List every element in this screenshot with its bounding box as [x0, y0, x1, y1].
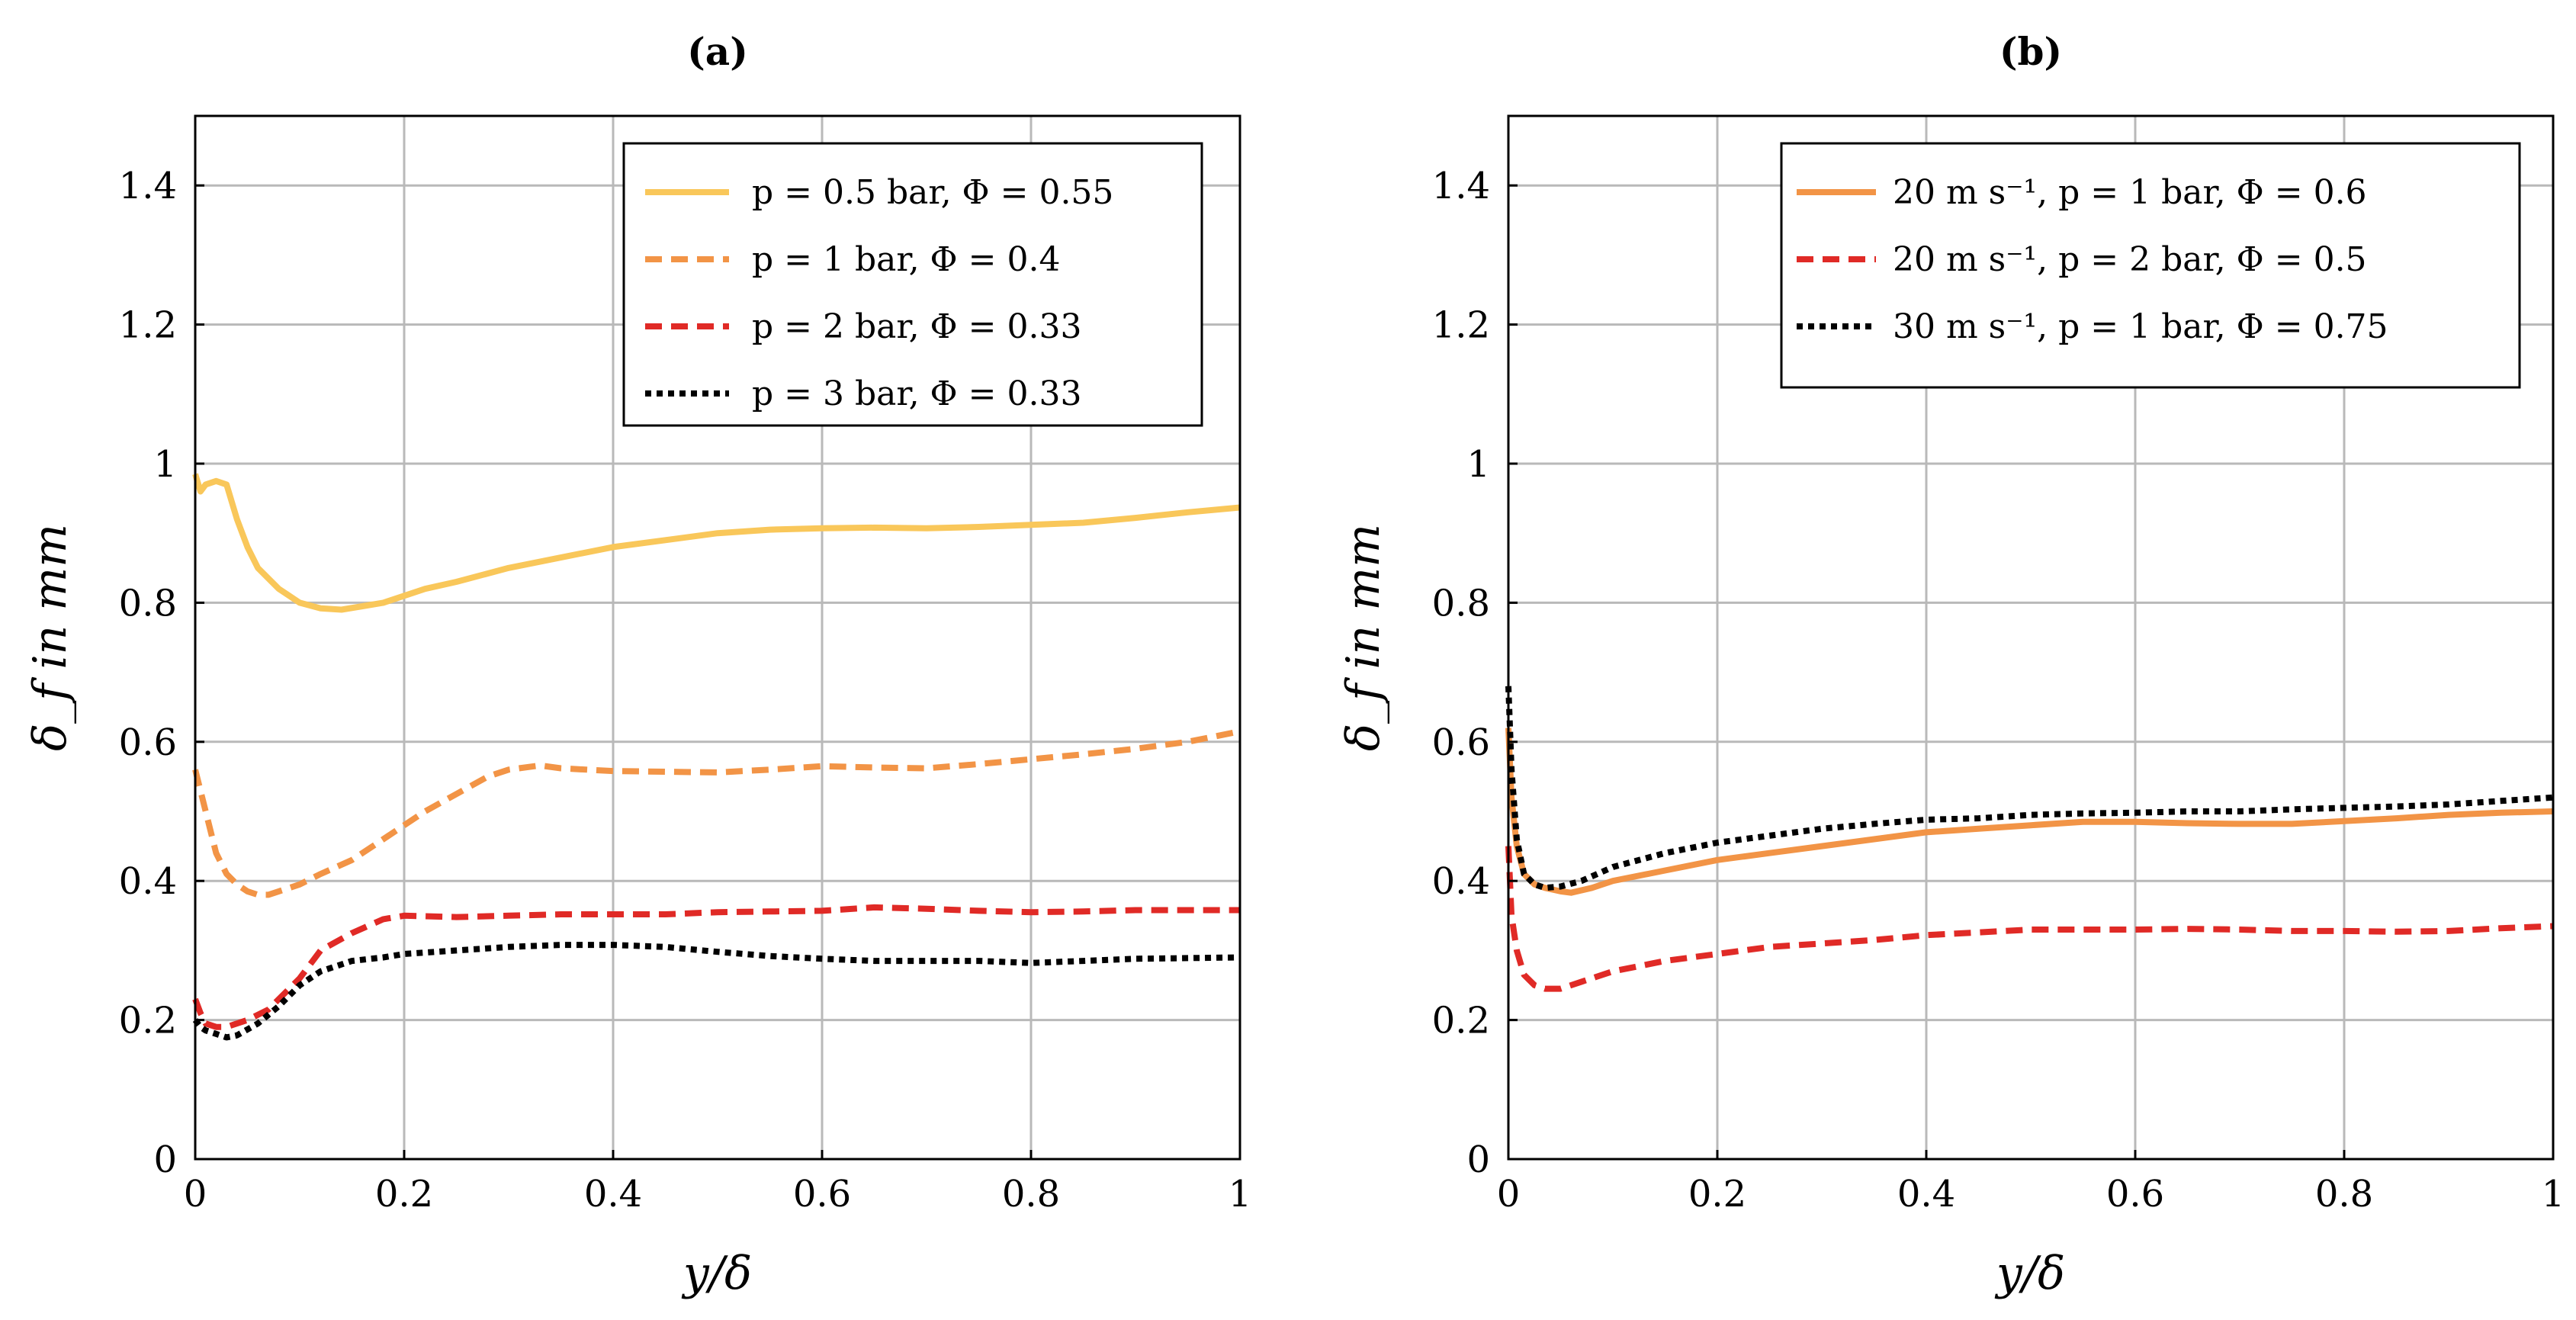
y-tick-label: 0.2	[1432, 1000, 1490, 1042]
series-line-4	[192, 942, 1241, 1041]
y-tick-label: 1.2	[1432, 304, 1490, 347]
chart-panel-b: (b) 0 0.2 0.4 0.6 0.8 1 0 0.2 0.4 0.6 0.8 1 1.2 1.4 y/δ…	[1337, 29, 2565, 1300]
y-tick-label: 0.8	[119, 582, 177, 625]
y-tick-label: 0.6	[119, 721, 177, 764]
legend-label-2: 20 m s⁻¹, p = 2 bar, Φ = 0.5	[1893, 240, 2367, 279]
legend-label-3: p = 2 bar, Φ = 0.33	[752, 307, 1081, 346]
x-tick-label: 0.4	[1897, 1173, 1955, 1216]
y-tick-label: 0.6	[1432, 721, 1490, 764]
x-tick-label: 0.8	[1002, 1173, 1060, 1216]
series-line-3	[192, 904, 1240, 1030]
series-line-2	[1505, 846, 2554, 992]
series-line-1	[192, 473, 1241, 613]
y-axis-label: δ_f in mm	[24, 524, 77, 751]
x-tick-label: 0.2	[1688, 1173, 1746, 1216]
x-tick-label: 0.6	[793, 1173, 851, 1216]
x-tick-label: 0	[1497, 1173, 1521, 1216]
legend-label-1: 20 m s⁻¹, p = 1 bar, Φ = 0.6	[1893, 173, 2367, 212]
series-line-2	[192, 728, 1241, 898]
y-tick-label: 0	[1466, 1139, 1490, 1181]
x-tick-label: 0.8	[2315, 1173, 2373, 1216]
legend: 20 m s⁻¹, p = 1 bar, Φ = 0.6 20 m s⁻¹, p …	[1780, 142, 2521, 389]
chart-title: (b)	[1999, 29, 2062, 74]
y-tick-label: 1.4	[119, 165, 177, 207]
y-tick-label: 0.8	[1432, 582, 1490, 625]
chart-panel-a: (a) 0 0.2 0.4 0.6 0.8 1 0 0.2 0.4 0.6 0.8 1 1.2 1.4 y/δ…	[24, 29, 1251, 1300]
y-tick-label: 1	[153, 443, 177, 486]
plot-frame	[194, 114, 1241, 1161]
x-tick-label: 0.2	[375, 1173, 433, 1216]
plot-frame	[1507, 114, 2555, 1161]
legend-box	[1780, 142, 2521, 389]
x-axis-label: y/δ	[1994, 1247, 2065, 1300]
y-tick-label: 0.4	[119, 860, 177, 903]
y-tick-label: 1.4	[1432, 165, 1490, 207]
x-tick-label: 1	[2542, 1173, 2565, 1216]
series-line-3	[1505, 686, 2554, 891]
x-axis-label: y/δ	[681, 1247, 752, 1300]
legend-label-3: 30 m s⁻¹, p = 1 bar, Φ = 0.75	[1893, 307, 2388, 346]
y-tick-label: 0	[153, 1139, 177, 1181]
legend-label-2: p = 1 bar, Φ = 0.4	[752, 240, 1060, 279]
y-axis-label: δ_f in mm	[1337, 524, 1390, 751]
y-tick-label: 0.2	[119, 1000, 177, 1042]
y-tick-label: 1	[1466, 443, 1490, 486]
y-tick-label: 0.4	[1432, 860, 1490, 903]
legend-label-1: p = 0.5 bar, Φ = 0.55	[752, 173, 1113, 212]
legend-label-4: p = 3 bar, Φ = 0.33	[752, 374, 1081, 413]
x-tick-label: 0.6	[2106, 1173, 2164, 1216]
x-tick-label: 1	[1229, 1173, 1252, 1216]
chart-title: (a)	[687, 29, 748, 74]
x-tick-label: 0	[184, 1173, 207, 1216]
legend: p = 0.5 bar, Φ = 0.55 p = 1 bar, Φ = 0.4 p…	[622, 142, 1203, 427]
y-tick-label: 1.2	[119, 304, 177, 347]
x-tick-label: 0.4	[584, 1173, 642, 1216]
